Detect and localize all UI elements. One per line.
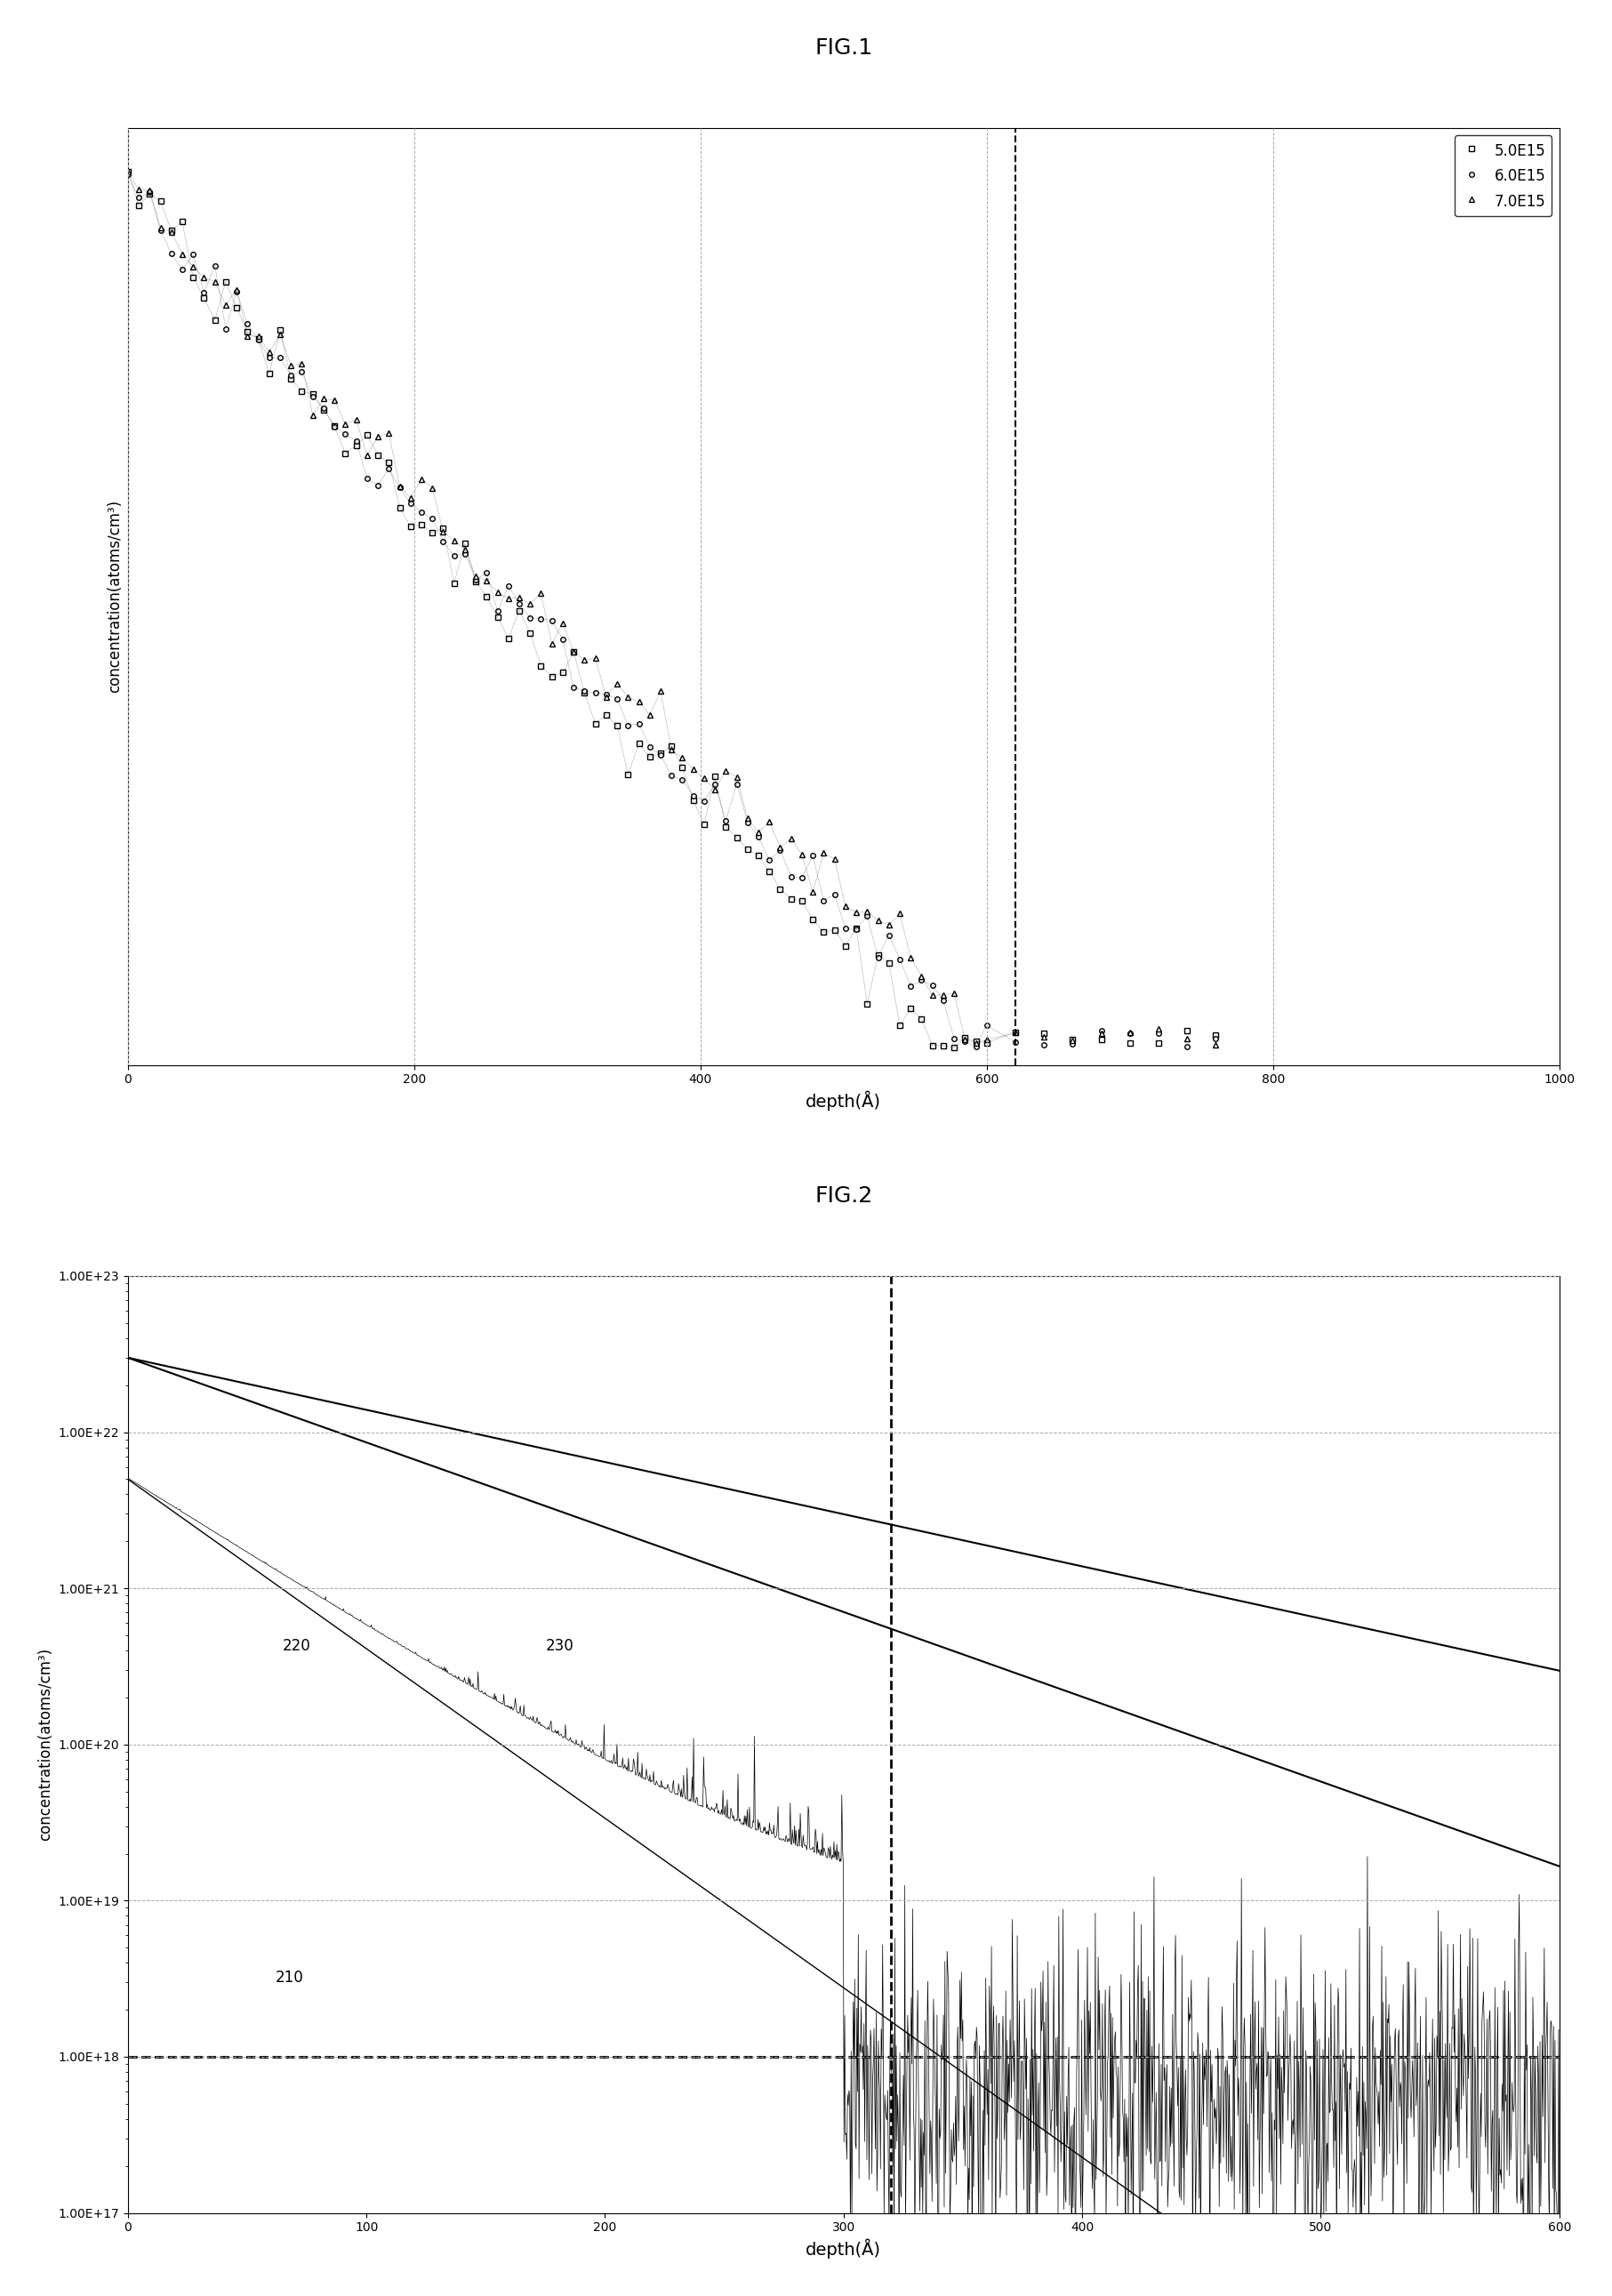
6.0E15 xyxy=(379,455,398,482)
Y-axis label: concentration(atoms/cm³): concentration(atoms/cm³) xyxy=(106,501,123,693)
6.0E15 xyxy=(118,161,137,188)
6.0E15 xyxy=(390,473,409,501)
6.0E15 xyxy=(1177,1033,1196,1061)
7.0E15 xyxy=(585,645,604,673)
5.0E15 xyxy=(672,753,692,781)
5.0E15 xyxy=(118,158,137,186)
7.0E15 xyxy=(390,473,409,501)
Title: FIG.1: FIG.1 xyxy=(814,37,872,57)
5.0E15 xyxy=(945,1033,964,1061)
X-axis label: depth(Å): depth(Å) xyxy=(806,1091,882,1111)
5.0E15 xyxy=(390,494,409,521)
Text: 230: 230 xyxy=(545,1637,574,1653)
7.0E15 xyxy=(379,420,398,448)
6.0E15 xyxy=(672,767,692,794)
7.0E15 xyxy=(118,158,137,186)
5.0E15 xyxy=(585,709,604,737)
X-axis label: depth(Å): depth(Å) xyxy=(806,2239,882,2259)
6.0E15 xyxy=(140,179,160,207)
7.0E15 xyxy=(1035,1022,1054,1049)
7.0E15 xyxy=(140,177,160,204)
6.0E15 xyxy=(1206,1024,1225,1052)
Line: 5.0E15: 5.0E15 xyxy=(126,170,1219,1049)
Title: FIG.2: FIG.2 xyxy=(814,1185,872,1205)
Legend: 5.0E15, 6.0E15, 7.0E15: 5.0E15, 6.0E15, 7.0E15 xyxy=(1454,135,1552,216)
Line: 6.0E15: 6.0E15 xyxy=(126,172,1219,1049)
5.0E15 xyxy=(1206,1022,1225,1049)
Y-axis label: concentration(atoms/cm³): concentration(atoms/cm³) xyxy=(37,1649,53,1841)
5.0E15 xyxy=(379,450,398,478)
5.0E15 xyxy=(1062,1026,1082,1054)
6.0E15 xyxy=(585,680,604,707)
7.0E15 xyxy=(672,744,692,771)
Line: 7.0E15: 7.0E15 xyxy=(126,170,1219,1047)
5.0E15 xyxy=(140,179,160,207)
Text: 210: 210 xyxy=(276,1970,305,1986)
6.0E15 xyxy=(1035,1031,1054,1058)
Text: 220: 220 xyxy=(284,1637,311,1653)
7.0E15 xyxy=(1206,1031,1225,1058)
